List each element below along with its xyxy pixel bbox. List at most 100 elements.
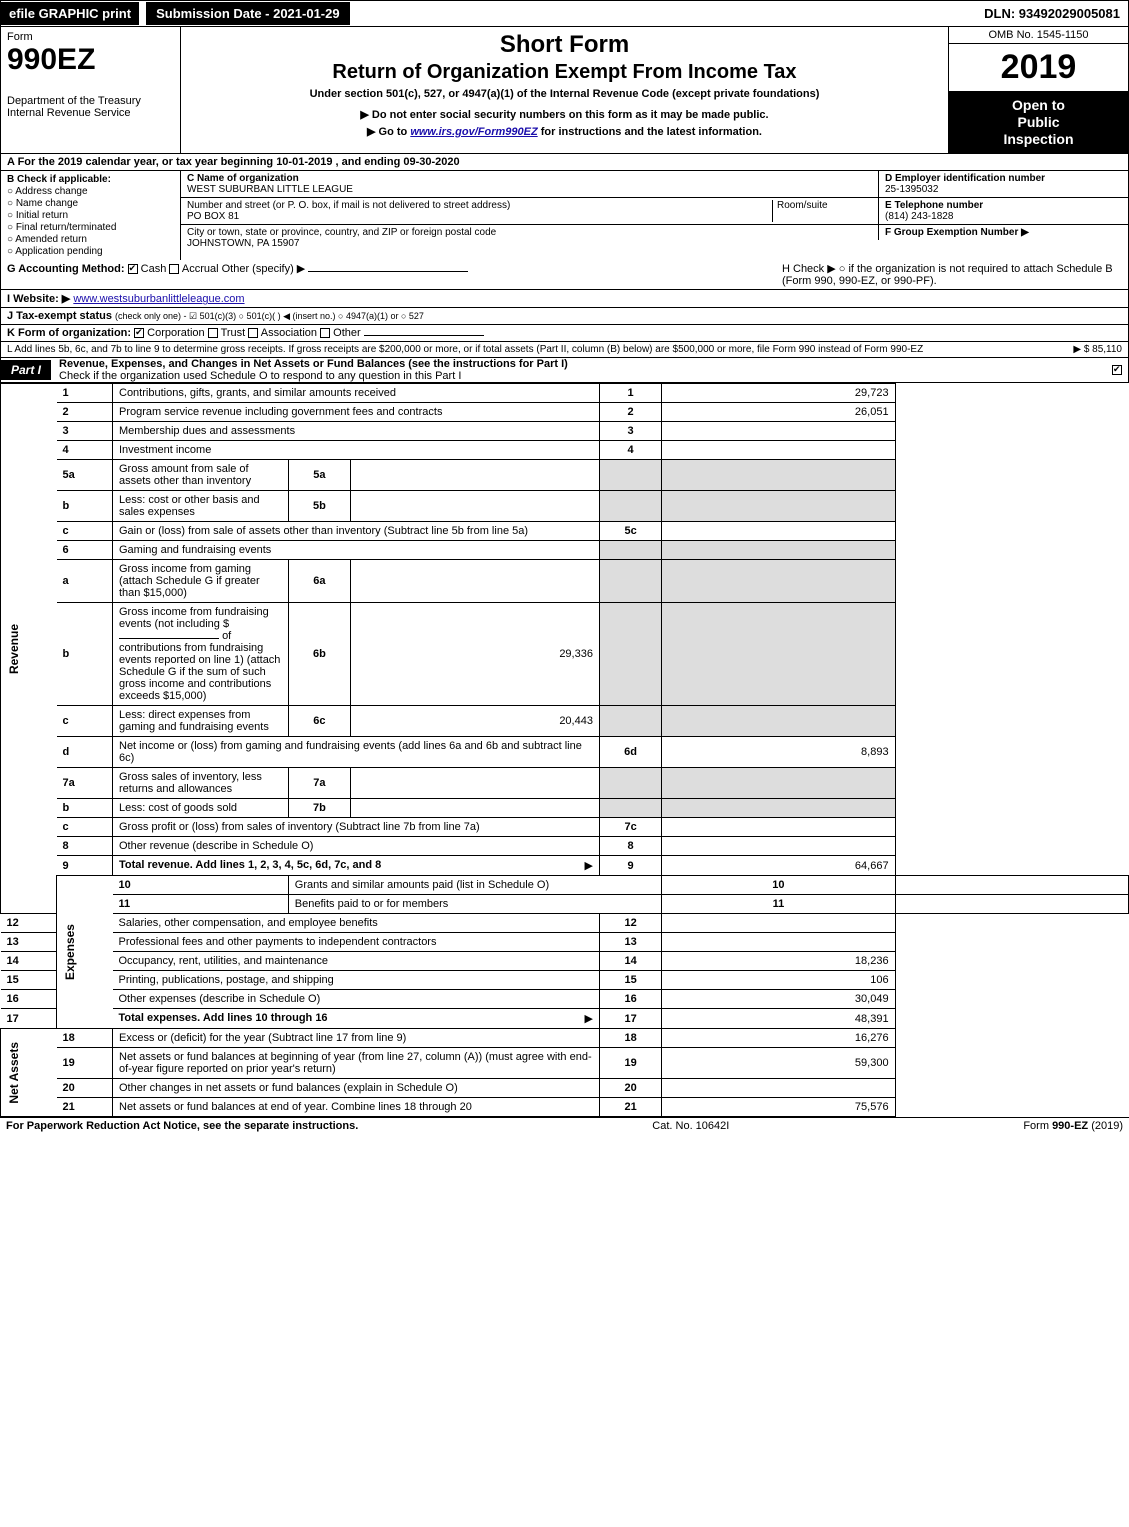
- table-row: 14 Occupancy, rent, utilities, and maint…: [1, 952, 1129, 971]
- part1-title: Revenue, Expenses, and Changes in Net As…: [59, 358, 568, 370]
- section-a-taxyear: A For the 2019 calendar year, or tax yea…: [0, 154, 1129, 171]
- shaded-cell: [599, 460, 661, 491]
- chk-cash[interactable]: [128, 264, 138, 274]
- line-num: 4: [57, 441, 113, 460]
- line-value: [895, 895, 1128, 914]
- line-value: 16,276: [662, 1029, 895, 1048]
- line-num: 10: [113, 876, 289, 895]
- page-footer: For Paperwork Reduction Act Notice, see …: [0, 1117, 1129, 1134]
- line-desc: Total revenue. Add lines 1, 2, 3, 4, 5c,…: [119, 859, 381, 871]
- table-row: Expenses 10 Grants and similar amounts p…: [1, 876, 1129, 895]
- expenses-section-label: Expenses: [63, 924, 77, 980]
- e-tel-label: E Telephone number: [885, 200, 983, 211]
- open-line3: Inspection: [953, 131, 1124, 148]
- table-row: d Net income or (loss) from gaming and f…: [1, 737, 1129, 768]
- shaded-cell: [599, 491, 661, 522]
- footer-left: For Paperwork Reduction Act Notice, see …: [6, 1120, 358, 1132]
- table-row: c Gain or (loss) from sale of assets oth…: [1, 522, 1129, 541]
- chk-amended-return[interactable]: Amended return: [7, 234, 174, 245]
- section-def: D Employer identification number 25-1395…: [878, 171, 1128, 260]
- line-desc: Less: cost of goods sold: [119, 802, 237, 814]
- shaded-cell: [662, 768, 895, 799]
- subline-value: [351, 799, 600, 818]
- table-row: 4 Investment income 4: [1, 441, 1129, 460]
- table-row: Revenue 1 Contributions, gifts, grants, …: [1, 384, 1129, 403]
- line-num: 16: [1, 990, 57, 1009]
- line-rnum: 9: [599, 856, 661, 876]
- form-header: Form 990EZ Department of the Treasury In…: [0, 27, 1129, 154]
- part1-subtitle: Check if the organization used Schedule …: [59, 370, 461, 382]
- table-row: 21 Net assets or fund balances at end of…: [1, 1098, 1129, 1117]
- efile-print-button[interactable]: efile GRAPHIC print: [1, 2, 139, 25]
- chk-application-pending[interactable]: Application pending: [7, 246, 174, 257]
- line-desc: Less: cost or other basis and sales expe…: [119, 494, 260, 518]
- line-num: 21: [57, 1098, 113, 1117]
- line-rnum: 4: [599, 441, 661, 460]
- line-rnum: 6d: [599, 737, 661, 768]
- org-city: JOHNSTOWN, PA 15907: [187, 238, 299, 249]
- shaded-cell: [662, 460, 895, 491]
- j-label: J Tax-exempt status: [7, 310, 112, 322]
- table-row: 17 Total expenses. Add lines 10 through …: [1, 1009, 1129, 1029]
- line-value: 30,049: [662, 990, 895, 1009]
- line-rnum: 20: [599, 1079, 661, 1098]
- c-name-label: C Name of organization: [187, 173, 299, 184]
- line-desc: Gain or (loss) from sale of assets other…: [119, 525, 528, 537]
- line-num: 14: [1, 952, 57, 971]
- line-num: b: [57, 603, 113, 706]
- g-accrual: Accrual: [182, 263, 219, 275]
- f-group-label: F Group Exemption Number ▶: [885, 227, 1029, 238]
- chk-initial-return[interactable]: Initial return: [7, 210, 174, 221]
- shaded-cell: [662, 799, 895, 818]
- line-desc: Gross profit or (loss) from sales of inv…: [119, 821, 480, 833]
- line-num: d: [57, 737, 113, 768]
- subline-value: [351, 560, 600, 603]
- line-desc: Net assets or fund balances at beginning…: [119, 1051, 592, 1075]
- website-link[interactable]: www.westsuburbanlittleleague.com: [73, 293, 244, 305]
- header-center: Short Form Return of Organization Exempt…: [181, 27, 948, 153]
- c-street-label: Number and street (or P. O. box, if mail…: [187, 200, 510, 211]
- line-num: 6: [57, 541, 113, 560]
- line-num: c: [57, 522, 113, 541]
- table-row: b Gross income from fundraising events (…: [1, 603, 1129, 706]
- table-row: b Less: cost of goods sold 7b: [1, 799, 1129, 818]
- line-rnum: 3: [599, 422, 661, 441]
- open-line1: Open to: [953, 97, 1124, 114]
- line-rnum: 12: [599, 914, 661, 933]
- gh-row: G Accounting Method: Cash Accrual Other …: [0, 260, 1129, 290]
- chk-accrual[interactable]: [169, 264, 179, 274]
- table-row: c Gross profit or (loss) from sales of i…: [1, 818, 1129, 837]
- part1-table: Revenue 1 Contributions, gifts, grants, …: [0, 383, 1129, 1117]
- chk-trust[interactable]: [208, 328, 218, 338]
- chk-association[interactable]: [248, 328, 258, 338]
- line-value: 106: [662, 971, 895, 990]
- shaded-cell: [599, 541, 661, 560]
- goto-prefix: Go to: [367, 126, 410, 138]
- line-desc: Total expenses. Add lines 10 through 16: [119, 1012, 328, 1024]
- table-row: b Less: cost or other basis and sales ex…: [1, 491, 1129, 522]
- table-row: 2 Program service revenue including gove…: [1, 403, 1129, 422]
- submission-date-button[interactable]: Submission Date - 2021-01-29: [145, 1, 351, 26]
- line-num: c: [57, 706, 113, 737]
- shaded-cell: [662, 603, 895, 706]
- subline-num: 5a: [288, 460, 350, 491]
- line-value: [662, 914, 895, 933]
- chk-address-change[interactable]: Address change: [7, 186, 174, 197]
- form-word: Form: [7, 31, 174, 43]
- org-name: WEST SUBURBAN LITTLE LEAGUE: [187, 184, 353, 195]
- chk-schedule-o-part1[interactable]: [1112, 365, 1122, 375]
- shaded-cell: [662, 560, 895, 603]
- return-title: Return of Organization Exempt From Incom…: [185, 61, 944, 84]
- under-section-text: Under section 501(c), 527, or 4947(a)(1)…: [185, 88, 944, 100]
- line-rnum: 2: [599, 403, 661, 422]
- goto-link[interactable]: www.irs.gov/Form990EZ: [410, 126, 537, 138]
- k-other: Other: [333, 327, 361, 339]
- chk-final-return[interactable]: Final return/terminated: [7, 222, 174, 233]
- line-value: [662, 441, 895, 460]
- chk-name-change[interactable]: Name change: [7, 198, 174, 209]
- subline-value: 29,336: [351, 603, 600, 706]
- chk-corporation[interactable]: [134, 328, 144, 338]
- line-num: 5a: [57, 460, 113, 491]
- chk-other-org[interactable]: [320, 328, 330, 338]
- line-desc: Gross sales of inventory, less returns a…: [119, 771, 262, 795]
